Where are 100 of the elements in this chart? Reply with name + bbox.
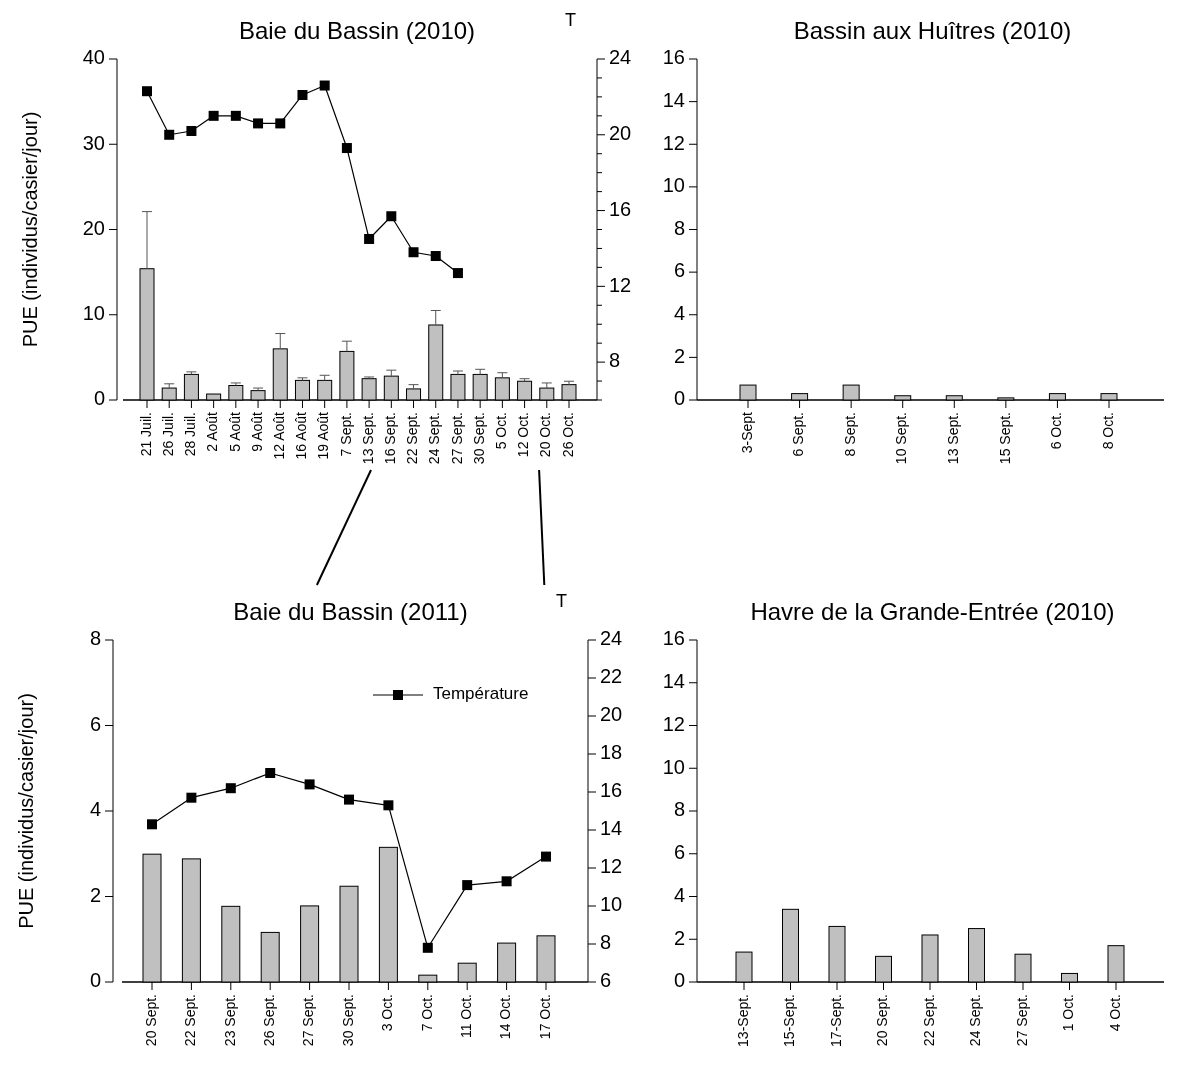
x-tick-label: 10 Sept. <box>893 412 910 465</box>
y-tick-label: 20 <box>82 216 105 239</box>
y2-tick-label: 24 <box>609 46 632 69</box>
y-tick-label: 12 <box>662 131 685 154</box>
y-tick-label: 16 <box>662 46 685 69</box>
x-tick-label: 26 Sept. <box>260 994 277 1047</box>
y2-tick-label: 22 <box>600 665 623 688</box>
chart-title: Bassin aux Huîtres (2010) <box>793 17 1072 44</box>
x-tick-label: 12 Août <box>270 411 287 460</box>
x-tick-label: 26 Juil. <box>159 412 176 457</box>
point <box>319 80 330 91</box>
point <box>304 779 315 790</box>
y-tick-label: 0 <box>673 387 685 410</box>
x-tick-label: 15-Sept. <box>781 994 798 1047</box>
y-tick-label: 2 <box>89 883 101 906</box>
point <box>408 247 419 258</box>
y-tick-label: 4 <box>89 798 101 821</box>
point <box>275 118 286 129</box>
chart-title: Baie du Bassin (2011) <box>233 598 468 625</box>
point <box>186 125 197 136</box>
point <box>297 89 308 100</box>
x-tick-label: 28 Juil. <box>182 412 199 457</box>
x-tick-label: 15 Sept. <box>996 412 1013 465</box>
x-tick-label: 21 Juil. <box>137 412 154 457</box>
y-tick-label: 16 <box>662 627 685 650</box>
x-tick-label: 9 Août <box>248 411 265 452</box>
x-tick-label: 11 Oct. <box>457 994 474 1039</box>
point <box>164 129 175 140</box>
y2-tick-label: 18 <box>600 741 623 764</box>
y2-tick-label: 8 <box>609 349 621 372</box>
y-tick-label: 6 <box>673 841 685 864</box>
y-tick-label: 10 <box>662 174 685 197</box>
x-tick-label: 1 Oct. <box>1060 994 1077 1032</box>
x-tick-label: 16 Sept. <box>382 412 399 465</box>
legend-label: Température <box>433 684 529 704</box>
y-tick-label: 6 <box>89 712 101 735</box>
x-tick-label: 19 Août <box>315 411 332 460</box>
y2-tick-label: 20 <box>609 122 632 145</box>
x-tick-label: 5 Août <box>226 411 243 452</box>
x-tick-label: 22 Sept. <box>182 994 199 1047</box>
y2-tick-label: 16 <box>600 779 623 802</box>
y-tick-label: 0 <box>89 969 101 992</box>
y2-tick-label: 16 <box>609 197 632 220</box>
y2-tick-label: 6 <box>600 969 612 992</box>
x-tick-label: 5 Oct. <box>493 412 510 450</box>
point <box>383 800 394 811</box>
y-tick-label: 4 <box>673 302 685 325</box>
x-tick-label: 20 Sept. <box>142 994 159 1047</box>
y2-tick-label: 8 <box>600 931 612 954</box>
point <box>225 783 236 794</box>
y-tick-label: 8 <box>673 216 685 239</box>
y-axis-title: PUE (individus/casier/jour) <box>15 693 38 929</box>
y-tick-label: 6 <box>673 259 685 282</box>
x-tick-label: 16 Août <box>293 411 310 460</box>
y-tick-label: 14 <box>662 88 685 111</box>
x-tick-label: 4 Oct. <box>1106 994 1123 1032</box>
y-tick-label: 30 <box>82 131 105 154</box>
x-tick-label: 13 Sept. <box>944 412 961 465</box>
point <box>230 110 241 121</box>
point <box>541 851 551 862</box>
x-tick-label: 20 Oct. <box>537 412 554 458</box>
x-tick-label: 27 Sept. <box>300 994 317 1047</box>
x-tick-label: 6 Oct. <box>1048 412 1065 450</box>
y2-tick-label: 12 <box>600 855 623 878</box>
x-tick-label: 3-Sept <box>738 411 755 454</box>
y2-axis-title: T <box>565 10 576 30</box>
y-tick-label: 10 <box>662 755 685 778</box>
chart-title: Havre de la Grande-Entrée (2010) <box>750 598 1115 625</box>
y-tick-label: 14 <box>662 670 685 693</box>
y-tick-label: 8 <box>89 627 101 650</box>
x-tick-label: 20 Sept. <box>874 994 891 1047</box>
x-tick-label: 7 Oct. <box>418 994 435 1032</box>
x-tick-label: 13-Sept. <box>734 994 751 1047</box>
y-tick-label: 8 <box>673 798 685 821</box>
point <box>364 233 375 244</box>
y2-tick-label: 24 <box>600 627 623 650</box>
y2-tick-label: 14 <box>600 817 623 840</box>
y-tick-label: 40 <box>82 46 105 69</box>
x-tick-label: 22 Sept. <box>404 412 421 465</box>
y2-tick-label: 12 <box>609 273 632 296</box>
x-tick-label: 8 Sept. <box>841 412 858 457</box>
y-tick-label: 10 <box>82 302 105 325</box>
x-tick-label: 26 Oct. <box>559 412 576 458</box>
y-tick-label: 4 <box>673 883 685 906</box>
y-tick-label: 2 <box>673 344 685 367</box>
y-tick-label: 0 <box>93 387 105 410</box>
point <box>430 251 441 262</box>
x-tick-label: 30 Sept. <box>339 994 356 1047</box>
point <box>344 794 354 805</box>
point <box>253 118 264 129</box>
x-tick-label: 8 Oct. <box>1099 412 1116 450</box>
point <box>147 819 157 830</box>
x-tick-label: 23 Sept. <box>221 994 238 1047</box>
x-tick-label: 12 Oct. <box>515 412 532 458</box>
point <box>386 211 397 222</box>
y2-tick-label: 10 <box>600 893 623 916</box>
y-tick-label: 12 <box>662 712 685 735</box>
x-tick-label: 14 Oct. <box>497 994 514 1040</box>
x-tick-label: 6 Sept. <box>790 412 807 457</box>
y-tick-label: 2 <box>673 926 685 949</box>
